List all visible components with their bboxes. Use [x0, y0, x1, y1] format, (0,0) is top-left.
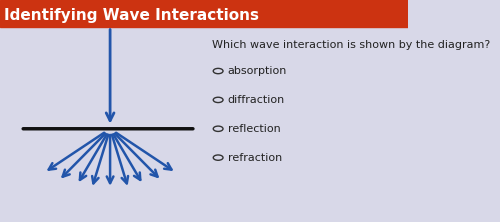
Text: absorption: absorption [228, 66, 287, 76]
Bar [0, 0, 408, 27]
Text: Identifying Wave Interactions: Identifying Wave Interactions [4, 8, 259, 23]
Text: refraction: refraction [228, 153, 282, 163]
Text: reflection: reflection [228, 124, 280, 134]
Text: Which wave interaction is shown by the diagram?: Which wave interaction is shown by the d… [212, 40, 490, 50]
Text: diffraction: diffraction [228, 95, 285, 105]
